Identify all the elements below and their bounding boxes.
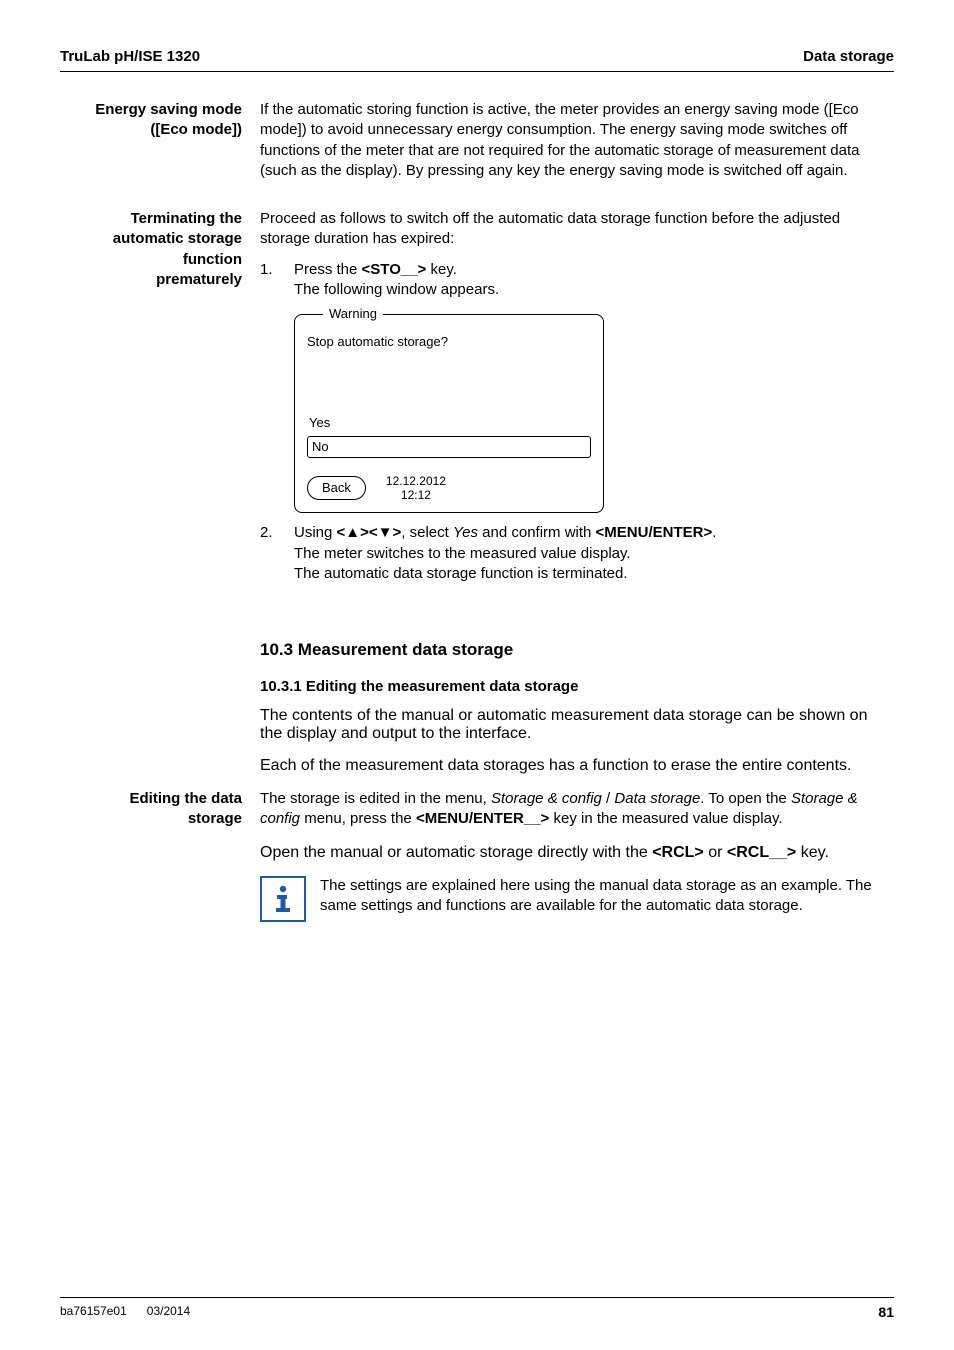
italic-text: Yes (453, 524, 478, 541)
warning-dialog: Warning Stop automatic storage? Yes No B… (294, 314, 604, 513)
editing-body: The storage is edited in the menu, Stora… (260, 789, 894, 830)
dialog-title: Warning (323, 305, 383, 323)
dialog-time: 12:12 (386, 488, 446, 502)
dialog-date: 12.12.2012 (386, 474, 446, 488)
text: The storage is edited in the menu, (260, 790, 491, 807)
side-label-line: ([Eco mode]) (60, 120, 242, 140)
side-label-line: function (60, 250, 242, 270)
text: or (704, 844, 727, 861)
paragraph: Each of the measurement data storages ha… (260, 757, 894, 775)
energy-body: If the automatic storing function is act… (260, 100, 894, 181)
text: key in the measured value display. (549, 810, 782, 827)
footer-code: ba76157e01 (60, 1304, 127, 1318)
side-label-line: Editing the data (60, 789, 242, 809)
text: Press the (294, 261, 362, 278)
header-rule (60, 71, 894, 72)
side-label-energy: Energy saving mode ([Eco mode]) (60, 100, 260, 181)
heading-10-3: 10.3 Measurement data storage (260, 640, 894, 660)
key-label: <MENU/ENTER> (596, 524, 713, 541)
text: . To open the (700, 790, 791, 807)
paragraph: The contents of the manual or automatic … (260, 707, 894, 743)
terminate-intro: Proceed as follows to switch off the aut… (260, 209, 894, 250)
side-label-line: automatic storage (60, 229, 242, 249)
footer-left: ba76157e01 03/2014 (60, 1304, 190, 1320)
paragraph: Open the manual or automatic storage dir… (260, 844, 894, 862)
text: and confirm with (478, 524, 596, 541)
italic-text: Storage & config (491, 790, 602, 807)
dialog-datetime: 12.12.2012 12:12 (386, 474, 446, 503)
step-number: 1. (260, 260, 294, 301)
italic-text: Data storage (614, 790, 700, 807)
key-label: <RCL__> (727, 844, 796, 861)
text: Using (294, 524, 337, 541)
text: The automatic data storage function is t… (294, 565, 628, 582)
text: The following window appears. (294, 281, 499, 298)
text: key. (426, 261, 457, 278)
step2-text: Using <▲><▼>, select Yes and confirm wit… (294, 523, 894, 584)
info-icon (260, 876, 306, 922)
side-label-line: Energy saving mode (60, 100, 242, 120)
step-number: 2. (260, 523, 294, 584)
dialog-option-yes[interactable]: Yes (307, 411, 591, 435)
side-label-line: Terminating the (60, 209, 242, 229)
text: menu, press the (300, 810, 416, 827)
info-text: The settings are explained here using th… (320, 876, 894, 917)
text: / (602, 790, 615, 807)
side-label-line: prematurely (60, 270, 242, 290)
side-label-terminate: Terminating the automatic storage functi… (60, 209, 260, 590)
doc-title-left: TruLab pH/ISE 1320 (60, 48, 200, 65)
doc-title-right: Data storage (803, 48, 894, 65)
footer-rule (60, 1297, 894, 1298)
step1-text: Press the <STO__> key. The following win… (294, 260, 894, 301)
text: The meter switches to the measured value… (294, 545, 631, 562)
footer-date: 03/2014 (147, 1304, 190, 1318)
key-label: <RCL> (652, 844, 704, 861)
text: , select (401, 524, 453, 541)
side-label-line: storage (60, 809, 242, 829)
key-label: <▲><▼> (337, 524, 402, 541)
text: . (712, 524, 716, 541)
page-number: 81 (878, 1304, 894, 1320)
text: key. (796, 844, 829, 861)
key-label: <MENU/ENTER__> (416, 810, 549, 827)
dialog-back-button[interactable]: Back (307, 476, 366, 500)
key-label: <STO__> (362, 261, 427, 278)
heading-10-3-1: 10.3.1 Editing the measurement data stor… (260, 678, 894, 695)
text: Open the manual or automatic storage dir… (260, 844, 652, 861)
dialog-option-no[interactable]: No (307, 436, 591, 458)
side-label-editing: Editing the data storage (60, 789, 260, 830)
dialog-message: Stop automatic storage? (307, 333, 591, 351)
